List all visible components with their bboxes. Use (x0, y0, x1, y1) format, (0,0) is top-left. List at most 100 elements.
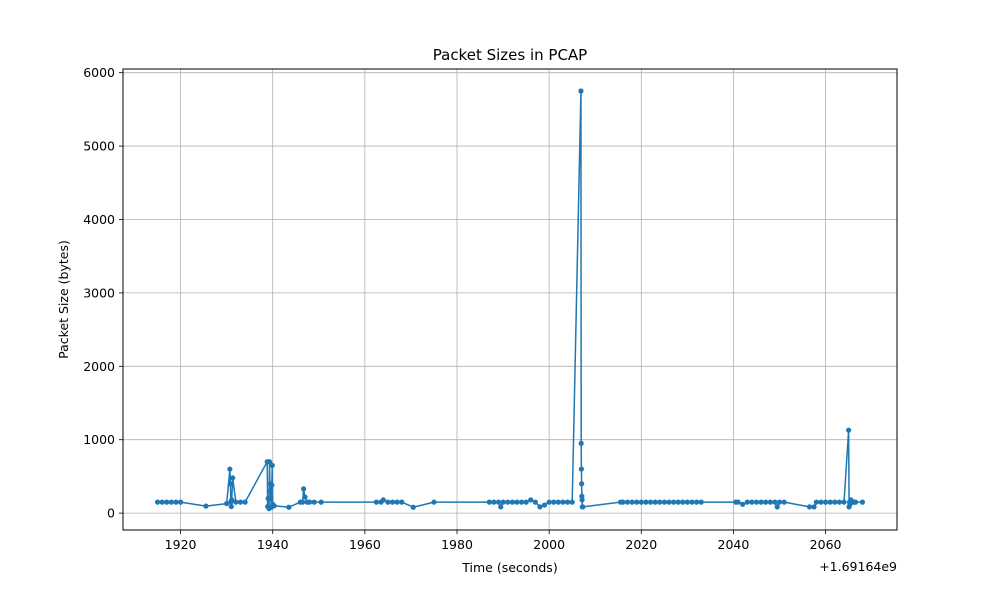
data-point (684, 499, 690, 505)
data-point (523, 499, 529, 505)
data-point (666, 499, 672, 505)
data-point (394, 499, 400, 505)
data-point (385, 499, 391, 505)
chart-title: Packet Sizes in PCAP (433, 46, 587, 64)
data-point (286, 504, 292, 510)
data-point (675, 499, 681, 505)
data-point (495, 499, 502, 505)
y-tick-label: 5000 (83, 139, 115, 154)
data-point (781, 499, 787, 505)
data-point (271, 503, 277, 509)
y-tick-label: 4000 (83, 212, 115, 227)
data-point (505, 499, 511, 505)
x-tick-label: 1980 (441, 537, 473, 552)
data-point (767, 499, 773, 505)
data-point (230, 475, 236, 481)
data-point (159, 499, 165, 505)
data-point (399, 499, 405, 505)
data-point (763, 499, 769, 505)
data-point (242, 499, 248, 505)
data-point (859, 499, 866, 505)
y-tick-label: 3000 (83, 285, 115, 300)
data-point (813, 499, 819, 505)
data-point (551, 499, 557, 505)
data-point (306, 499, 313, 505)
data-point (311, 499, 317, 505)
data-point (268, 495, 274, 502)
data-point (624, 499, 631, 505)
data-point (168, 499, 174, 505)
data-point (620, 499, 626, 505)
data-point (532, 499, 538, 505)
data-point (227, 466, 233, 472)
y-tick-label: 1000 (83, 432, 115, 447)
data-point (822, 499, 829, 505)
data-point (266, 459, 273, 465)
data-point (173, 499, 179, 505)
data-point (229, 497, 235, 503)
x-tick-label: 2060 (810, 537, 842, 552)
data-point (657, 499, 663, 505)
x-tick-label: 2020 (625, 537, 657, 552)
data-point (301, 486, 307, 492)
data-point (740, 501, 746, 507)
data-point (680, 499, 686, 505)
data-point (509, 499, 515, 505)
data-point (269, 462, 275, 469)
data-point (735, 499, 741, 505)
data-point (579, 497, 585, 503)
data-point (744, 499, 750, 505)
data-point (267, 488, 273, 494)
data-point (806, 504, 813, 510)
data-point (431, 499, 437, 505)
data-point (841, 499, 847, 505)
data-point (514, 499, 520, 505)
data-point (380, 497, 386, 503)
data-point (300, 499, 306, 505)
axis-ticks: 1920 1940 1960 1980 2000 2020 2040 2060 0 1000 200… (83, 65, 841, 552)
data-point (498, 504, 504, 510)
data-point (647, 499, 654, 505)
data-point (772, 499, 778, 505)
data-point (852, 499, 859, 505)
data-point (318, 499, 324, 505)
data-point (486, 499, 492, 505)
data-point (652, 499, 658, 505)
y-tick-label: 0 (107, 506, 115, 521)
data-point (269, 482, 275, 488)
data-point (832, 499, 838, 505)
data-point (578, 440, 584, 446)
data-point (228, 503, 234, 510)
data-point (389, 499, 396, 505)
data-point (410, 504, 416, 510)
data-point (560, 499, 566, 505)
data-point (177, 499, 184, 505)
data-point (537, 504, 543, 510)
data-point (555, 499, 561, 505)
data-point (528, 497, 534, 503)
x-axis-offset-label: +1.69164e9 (819, 559, 897, 574)
x-tick-label: 1960 (349, 537, 381, 552)
data-point (638, 499, 644, 505)
data-point (203, 503, 209, 509)
series-layer (154, 88, 866, 512)
data-point (689, 499, 695, 505)
x-axis-label: Time (seconds) (461, 560, 557, 575)
x-tick-label: 2040 (718, 537, 750, 552)
data-point (233, 499, 239, 505)
data-point (836, 499, 843, 505)
data-point (224, 500, 230, 507)
data-point (643, 499, 649, 505)
data-point (579, 481, 585, 487)
data-point (578, 466, 585, 472)
data-point (491, 499, 497, 505)
data-point (846, 427, 852, 433)
plot-frame (122, 68, 898, 531)
data-point (758, 499, 764, 505)
data-point (693, 499, 700, 505)
data-point (661, 499, 667, 505)
data-point (776, 499, 783, 505)
grid-lines (123, 69, 897, 530)
data-point (629, 499, 635, 505)
